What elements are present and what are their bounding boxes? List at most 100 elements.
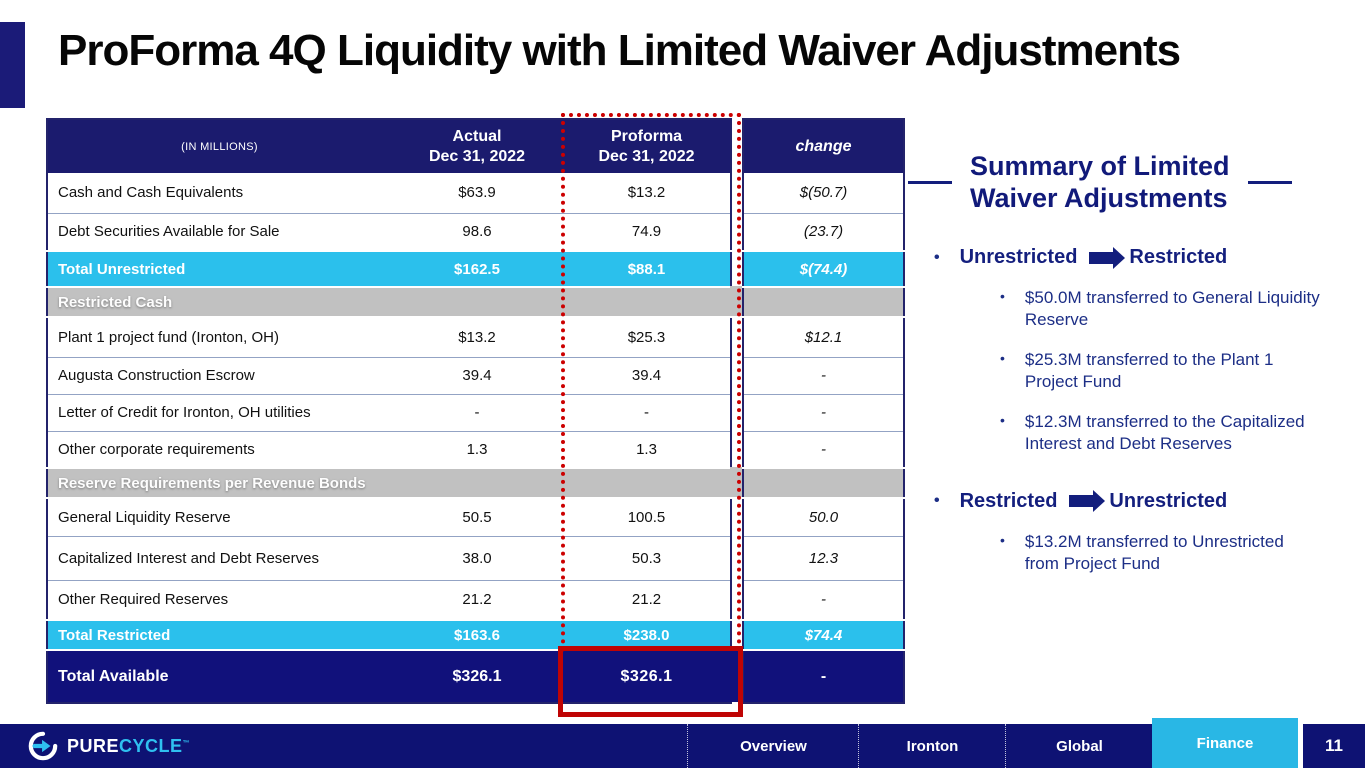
row-label-cell: Other corporate requirements xyxy=(47,431,391,469)
proforma-column-dotted-highlight xyxy=(561,113,741,652)
table-row: Other Required Reserves 21.2 21.2 xyxy=(47,580,731,621)
table-row: General Liquidity Reserve 50.5 100.5 xyxy=(47,498,731,537)
table-row: - xyxy=(743,580,904,621)
liquidity-table-change: change $(50.7) (23.7) $(74.4) $12.1- - -50.0 1… xyxy=(742,118,905,704)
table-row: Debt Securities Available for Sale 98.6 74… xyxy=(47,213,731,252)
table-row: 50.0 xyxy=(743,498,904,537)
change-cell: (23.7) xyxy=(743,213,904,252)
table-row: $(50.7) xyxy=(743,173,904,214)
adjustment-item-text: $25.3M transferred to the Plant 1 Projec… xyxy=(1024,350,1274,392)
change-cell: 50.0 xyxy=(743,498,904,537)
table-header-row: (IN MILLIONS) Actual Dec 31, 2022 Profor… xyxy=(47,119,731,173)
change-column-header: change xyxy=(743,119,904,173)
table-header-row: change xyxy=(743,119,904,173)
row-label-cell: Total Restricted xyxy=(47,619,391,651)
page-title: ProForma 4Q Liquidity with Limited Waive… xyxy=(58,26,1181,75)
adjustment-item: • $25.3M transferred to the Plant 1 Proje… xyxy=(928,349,1352,393)
table-row: $(74.4) xyxy=(743,250,904,288)
summary-heading-line2: Waiver Adjustments xyxy=(970,183,1228,214)
actual-cell: 38.0 xyxy=(391,536,563,581)
table-row: - xyxy=(743,650,904,703)
row-label-cell: Other Required Reserves xyxy=(47,580,391,621)
proforma-cell: 50.3 xyxy=(563,536,731,581)
proforma-cell: 74.9 xyxy=(563,213,731,252)
table-row: Other corporate requirements 1.3 1.3 xyxy=(47,431,731,469)
row-label-cell: Debt Securities Available for Sale xyxy=(47,213,391,252)
group-to-label: Unrestricted xyxy=(1109,489,1228,512)
footer-tab-global[interactable]: Global xyxy=(1005,724,1153,768)
bullet-icon: • xyxy=(1000,412,1005,429)
proforma-cell: 39.4 xyxy=(563,357,731,395)
actual-cell: 50.5 xyxy=(391,498,563,537)
table-row: Cash and Cash Equivalents $63.9 $13.2 xyxy=(47,173,731,214)
adjustment-group: • Unrestricted Restricted • $50.0M transferr… xyxy=(928,246,1352,456)
actual-cell: 21.2 xyxy=(391,580,563,621)
table-row: $12.1 xyxy=(743,317,904,358)
proforma-cell: $88.1 xyxy=(563,250,731,288)
row-label-cell: Letter of Credit for Ironton, OH utiliti… xyxy=(47,394,391,432)
row-label-cell: Augusta Construction Escrow xyxy=(47,357,391,395)
actual-cell: 98.6 xyxy=(391,213,563,252)
group-from-label: Restricted xyxy=(959,489,1058,512)
table-row: Total Unrestricted $162.5 $88.1 xyxy=(47,250,731,288)
title-accent-bar xyxy=(0,22,25,108)
table-row: Restricted Cash xyxy=(47,286,731,318)
table-row: Augusta Construction Escrow 39.4 39.4 xyxy=(47,357,731,395)
change-cell: $(74.4) xyxy=(743,250,904,288)
heading-dash-right xyxy=(1247,180,1292,184)
table-row: Total Restricted $163.6 $238.0 xyxy=(47,619,731,651)
actual-cell: $163.6 xyxy=(391,619,563,651)
table-row: - xyxy=(743,357,904,395)
footer-bar: PURECYCLE™ Overview Ironton Global Finance … xyxy=(0,718,1365,768)
summary-heading: Summary of Limited Waiver Adjustments xyxy=(908,150,1356,215)
liquidity-table-main: (IN MILLIONS) Actual Dec 31, 2022 Profor… xyxy=(46,118,732,704)
change-cell: - xyxy=(743,357,904,395)
actual-cell: $162.5 xyxy=(391,250,563,288)
table-row: Reserve Requirements per Revenue Bonds xyxy=(47,467,731,499)
table-row xyxy=(743,467,904,499)
group-heading: • Restricted Unrestricted xyxy=(928,490,1352,513)
footer-tab-ironton[interactable]: Ironton xyxy=(858,724,1006,768)
actual-cell: 1.3 xyxy=(391,431,563,469)
section-label-cell: Restricted Cash xyxy=(47,286,731,318)
footer-tab-finance[interactable]: Finance xyxy=(1152,718,1298,768)
transfer-arrow-icon xyxy=(1069,490,1106,513)
group-to-label: Restricted xyxy=(1129,246,1228,268)
change-cell: 12.3 xyxy=(743,536,904,581)
row-label-cell: Plant 1 project fund (Ironton, OH) xyxy=(47,317,391,358)
change-cell xyxy=(743,286,904,318)
adjustment-item: • $50.0M transferred to General Liquidity… xyxy=(928,287,1352,331)
proforma-cell: 100.5 xyxy=(563,498,731,537)
actual-column-header: Actual Dec 31, 2022 xyxy=(391,119,563,173)
group-from-label: Unrestricted xyxy=(959,246,1078,268)
footer-tab-overview[interactable]: Overview xyxy=(687,724,859,768)
table-row: Total Available $326.1 $326.1 xyxy=(47,650,731,703)
proforma-cell: $238.0 xyxy=(563,619,731,651)
table-row: $74.4 xyxy=(743,619,904,651)
change-cell: $(50.7) xyxy=(743,173,904,214)
group-heading: • Unrestricted Restricted xyxy=(928,246,1352,269)
recycle-arrow-icon xyxy=(28,731,58,761)
table-row: Plant 1 project fund (Ironton, OH) $13.2 $… xyxy=(47,317,731,358)
heading-dash-left xyxy=(908,180,952,184)
change-cell: - xyxy=(743,394,904,432)
summary-bullet-list: • Unrestricted Restricted • $50.0M transferr… xyxy=(928,246,1352,609)
table-row: - xyxy=(743,394,904,432)
section-label-cell: Reserve Requirements per Revenue Bonds xyxy=(47,467,731,499)
actual-cell: $63.9 xyxy=(391,173,563,214)
adjustment-item-text: $12.3M transferred to the Capitalized In… xyxy=(1024,412,1305,454)
adjustment-item-text: $50.0M transferred to General Liquidity … xyxy=(1024,288,1320,330)
actual-cell: $326.1 xyxy=(391,650,563,703)
adjustment-item-text: $13.2M transferred to Unrestricted from … xyxy=(1024,531,1284,573)
row-label-cell: Cash and Cash Equivalents xyxy=(47,173,391,214)
proforma-cell: $326.1 xyxy=(563,650,731,703)
row-label-cell: Total Available xyxy=(47,650,391,703)
row-label-cell: General Liquidity Reserve xyxy=(47,498,391,537)
table-row: (23.7) xyxy=(743,213,904,252)
adjustment-item: • $13.2M transferred to Unrestricted from… xyxy=(928,531,1352,575)
change-cell: - xyxy=(743,580,904,621)
logo-wordmark: PURECYCLE™ xyxy=(67,735,191,756)
proforma-cell: $25.3 xyxy=(563,317,731,358)
proforma-cell: 1.3 xyxy=(563,431,731,469)
table-row: - xyxy=(743,431,904,469)
